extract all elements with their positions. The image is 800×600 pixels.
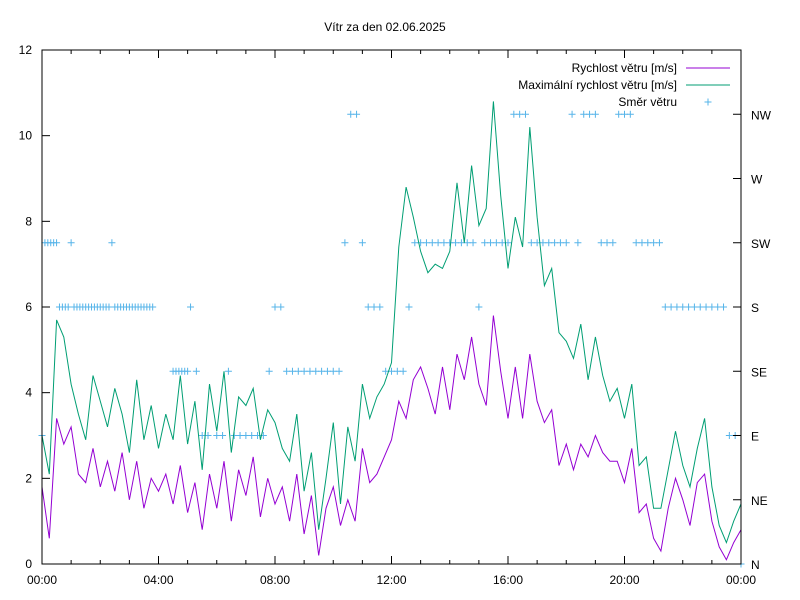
y2-tick-label: NE xyxy=(751,494,768,508)
direction-point xyxy=(204,432,212,439)
y-tick-label: 2 xyxy=(25,471,32,485)
speed-line xyxy=(41,315,742,561)
direction-point xyxy=(469,239,477,247)
direction-point xyxy=(192,367,200,375)
y2-tick-label: NW xyxy=(751,108,772,122)
legend-swatch-plus xyxy=(704,98,712,106)
x-tick-label: 12:00 xyxy=(376,573,406,587)
y2-tick-label: S xyxy=(751,301,759,315)
direction-point xyxy=(108,239,116,247)
legend-label: Směr větru xyxy=(618,95,677,109)
y-tick-label: 6 xyxy=(25,300,32,314)
direction-point xyxy=(277,303,285,311)
direction-point xyxy=(219,432,227,439)
x-tick-label: 16:00 xyxy=(493,573,523,587)
direction-point xyxy=(358,239,366,247)
direction-point xyxy=(655,239,663,247)
direction-point xyxy=(574,239,582,247)
direction-points xyxy=(38,110,745,568)
direction-point xyxy=(224,367,232,375)
direction-point xyxy=(341,239,349,247)
y2-tick-label: W xyxy=(751,173,763,187)
direction-point xyxy=(67,239,75,247)
direction-point xyxy=(184,367,192,375)
direction-point xyxy=(609,239,617,247)
direction-point xyxy=(376,303,384,311)
y-tick-label: 8 xyxy=(25,214,32,228)
y-axis-left: 0 2 4 6 8 10 12 xyxy=(19,43,50,571)
gust-line xyxy=(41,101,742,545)
legend: Rychlost větru [m/s] Maximální rychlost v… xyxy=(518,61,730,109)
x-tick-label: 00:00 xyxy=(726,573,756,587)
direction-point xyxy=(521,110,529,118)
y2-tick-label: N xyxy=(751,558,760,572)
y-tick-label: 0 xyxy=(25,557,32,571)
y2-tick-label: SW xyxy=(751,237,771,251)
y2-tick-label: SE xyxy=(751,365,767,379)
direction-point xyxy=(591,110,599,118)
direction-point xyxy=(475,303,483,311)
x-tick-label: 00:00 xyxy=(27,573,57,587)
legend-label: Maximální rychlost větru [m/s] xyxy=(518,78,677,92)
direction-point xyxy=(353,110,361,118)
direction-point xyxy=(562,239,570,247)
direction-point xyxy=(399,367,407,375)
direction-point xyxy=(187,303,195,311)
y-tick-label: 10 xyxy=(19,129,33,143)
x-tick-label: 04:00 xyxy=(143,573,173,587)
chart-title: Vítr za den 02.06.2025 xyxy=(324,20,446,34)
y-tick-label: 4 xyxy=(25,386,32,400)
legend-label: Rychlost větru [m/s] xyxy=(572,61,677,75)
direction-point xyxy=(626,110,634,118)
x-axis: 00:00 04:00 08:00 12:00 16:00 20:00 00:00 xyxy=(27,50,756,587)
direction-point xyxy=(335,367,343,375)
series-lines xyxy=(41,101,742,561)
direction-point xyxy=(149,303,157,311)
direction-point xyxy=(720,303,728,311)
direction-point xyxy=(53,239,61,247)
y2-tick-label: E xyxy=(751,430,759,444)
x-tick-label: 08:00 xyxy=(260,573,290,587)
y-tick-label: 12 xyxy=(19,43,33,57)
y-axis-right: N NE E SE S SW W NW xyxy=(733,108,772,572)
x-tick-label: 20:00 xyxy=(609,573,639,587)
direction-point xyxy=(405,303,413,311)
direction-point xyxy=(265,367,273,375)
direction-point xyxy=(568,110,576,118)
